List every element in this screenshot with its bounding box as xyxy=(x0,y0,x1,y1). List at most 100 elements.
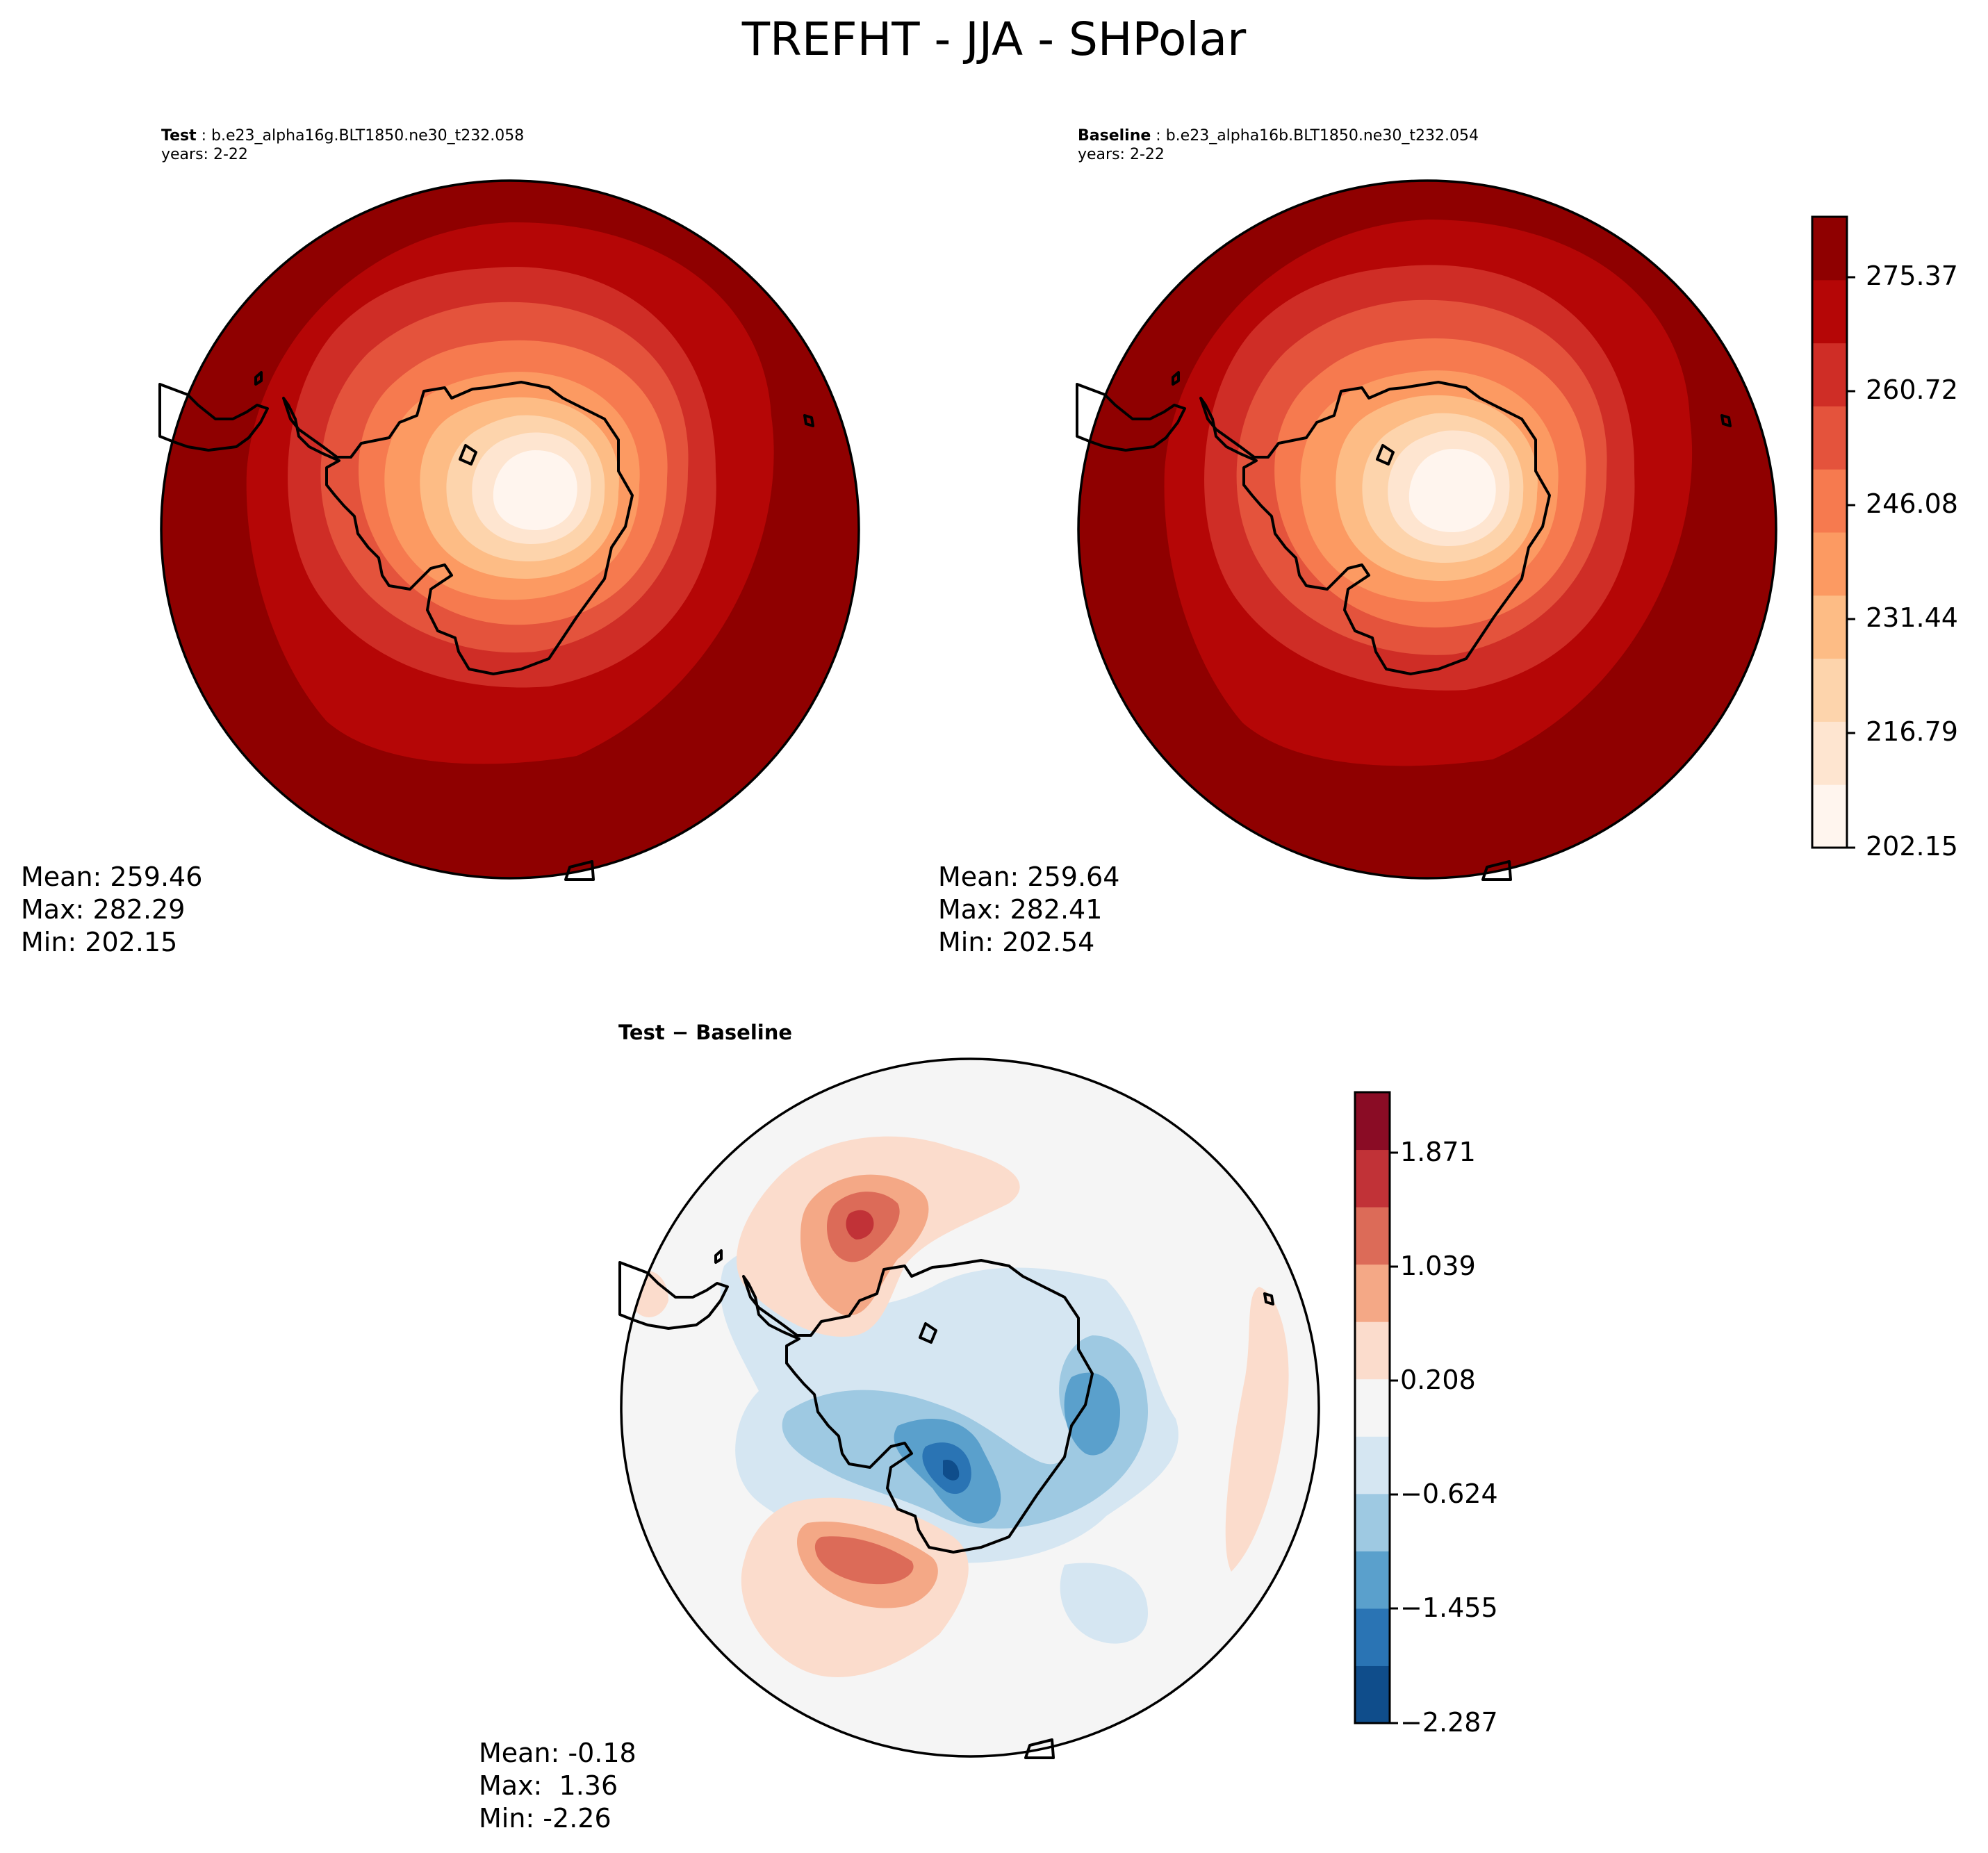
baseline-stats: Mean: 259.64 Max: 282.41 Min: 202.54 xyxy=(938,861,1119,959)
colorbar-block xyxy=(1812,279,1847,344)
figure-title: TREFHT - JJA - SHPolar xyxy=(741,13,1247,66)
baseline-map xyxy=(1076,179,1777,881)
main-tick-label: 231.44 xyxy=(1866,602,1958,633)
colorbar-block xyxy=(1812,658,1847,722)
colorbar-block xyxy=(1355,1436,1390,1494)
south-america-coastline xyxy=(618,1261,729,1330)
diff-colorbar-frame xyxy=(1354,1091,1391,1724)
colorbar-block xyxy=(1812,469,1847,533)
colorbar-block xyxy=(1355,1493,1390,1551)
main-tick-label: 260.72 xyxy=(1866,374,1958,405)
diff-max: Max: 1.36 xyxy=(479,1770,618,1801)
colorbar-block xyxy=(1355,1321,1390,1380)
diff-mean: Mean: -0.18 xyxy=(479,1738,636,1768)
colorbar-block xyxy=(1355,1608,1390,1666)
main-colorbar-frame xyxy=(1811,215,1848,849)
contour-level-pos-3-south xyxy=(814,1536,914,1585)
test-coastlines xyxy=(158,371,814,881)
test-mean: Mean: 259.46 xyxy=(21,862,203,892)
diff-tick-label: −2.287 xyxy=(1400,1707,1498,1738)
baseline-temperature-contours xyxy=(1078,181,1776,878)
test-label: Test xyxy=(161,127,197,145)
diff-temperature-contours xyxy=(621,1059,1319,1756)
test-subtitle: Test : b.e23_alpha16g.BLT1850.ne30_t232.… xyxy=(161,127,525,163)
colorbar-block xyxy=(1812,406,1847,470)
diff-min: Min: -2.26 xyxy=(479,1803,611,1834)
colorbar-block xyxy=(1812,595,1847,659)
colorbar-block xyxy=(1812,217,1847,281)
south-america-coastline xyxy=(1076,383,1186,452)
island-coastline-east xyxy=(1720,414,1732,427)
contour-level-pos-4 xyxy=(846,1210,874,1240)
main-colorbar xyxy=(1811,215,1855,849)
diff-tick-label: −1.455 xyxy=(1400,1592,1498,1623)
falklands-coastline xyxy=(714,1249,723,1264)
falklands-coastline xyxy=(254,371,263,386)
colorbar-block xyxy=(1812,532,1847,596)
island-coastline-east xyxy=(1263,1292,1274,1306)
colorbar-block xyxy=(1812,784,1847,848)
main-tick-label: 246.08 xyxy=(1866,488,1958,519)
diff-stats: Mean: -0.18 Max: 1.36 Min: -2.26 xyxy=(479,1737,636,1835)
diff-map-boundary xyxy=(620,1057,1320,1758)
baseline-label: Baseline xyxy=(1078,127,1151,145)
contour-level-0 xyxy=(1408,449,1496,532)
test-map-boundary xyxy=(160,179,860,880)
colorbar-block xyxy=(1355,1092,1390,1151)
colorbar-block xyxy=(1355,1665,1390,1724)
antarctica-coastline xyxy=(282,381,634,675)
main-tick-label: 275.37 xyxy=(1866,261,1958,291)
diff-title: Test − Baseline xyxy=(618,1021,793,1044)
diff-tick-label: −0.624 xyxy=(1400,1479,1498,1509)
diff-colorbar-tickmarks xyxy=(1390,1151,1398,1724)
antarctica-coastline xyxy=(1199,381,1551,675)
test-max: Max: 282.29 xyxy=(21,894,186,925)
contour-level-0 xyxy=(493,450,577,530)
colorbar-block xyxy=(1355,1378,1390,1437)
colorbar-block xyxy=(1355,1264,1390,1322)
test-min: Min: 202.15 xyxy=(21,927,178,957)
colorbar-block xyxy=(1355,1207,1390,1265)
contour-level-neg-1-east xyxy=(1060,1563,1148,1644)
colorbar-block xyxy=(1355,1551,1390,1609)
test-case-name: b.e23_alpha16g.BLT1850.ne30_t232.058 xyxy=(211,127,525,145)
diff-tick-label: 1.039 xyxy=(1400,1251,1476,1281)
test-map xyxy=(158,179,860,881)
diff-colorbar-blocks xyxy=(1355,1092,1390,1724)
island-coastline-south xyxy=(1024,1738,1055,1759)
ross-island-coastline xyxy=(1376,444,1395,466)
diff-colorbar xyxy=(1354,1091,1398,1724)
baseline-years: years: 2-22 xyxy=(1078,146,1165,163)
baseline-min: Min: 202.54 xyxy=(938,927,1095,957)
diff-map xyxy=(618,1057,1320,1759)
diff-tick-label: 0.208 xyxy=(1400,1365,1476,1395)
colorbar-block xyxy=(1812,721,1847,785)
baseline-map-boundary xyxy=(1077,179,1777,880)
diff-tick-label: 1.871 xyxy=(1400,1137,1476,1167)
baseline-max: Max: 282.41 xyxy=(938,894,1103,925)
main-tick-label: 202.15 xyxy=(1866,831,1958,862)
baseline-mean: Mean: 259.64 xyxy=(938,862,1120,892)
main-colorbar-blocks xyxy=(1812,217,1847,848)
test-temperature-contours xyxy=(161,181,859,878)
test-years: years: 2-22 xyxy=(161,146,248,163)
contour-level-pos-1-east xyxy=(1225,1287,1289,1572)
contour-level-neg-5 xyxy=(943,1460,960,1481)
antarctica-coastline xyxy=(742,1259,1094,1554)
ross-island-coastline xyxy=(459,444,477,466)
diff-coastlines xyxy=(618,1249,1274,1759)
colorbar-block xyxy=(1355,1149,1390,1208)
colorbar-block xyxy=(1812,343,1847,406)
main-tick-label: 216.79 xyxy=(1866,716,1958,747)
baseline-case-name: b.e23_alpha16b.BLT1850.ne30_t232.054 xyxy=(1165,127,1479,145)
island-coastline-south xyxy=(564,860,595,881)
island-coastline-east xyxy=(803,414,814,427)
contour-level-neg-3-east xyxy=(1064,1372,1120,1456)
test-stats: Mean: 259.46 Max: 282.29 Min: 202.15 xyxy=(21,861,202,959)
island-coastline-south xyxy=(1481,860,1512,881)
baseline-coastlines xyxy=(1076,371,1732,881)
ross-island-coastline xyxy=(919,1322,937,1344)
falklands-coastline xyxy=(1172,371,1180,386)
baseline-subtitle: Baseline : b.e23_alpha16b.BLT1850.ne30_t… xyxy=(1078,127,1479,163)
main-colorbar-tickmarks xyxy=(1847,276,1855,849)
